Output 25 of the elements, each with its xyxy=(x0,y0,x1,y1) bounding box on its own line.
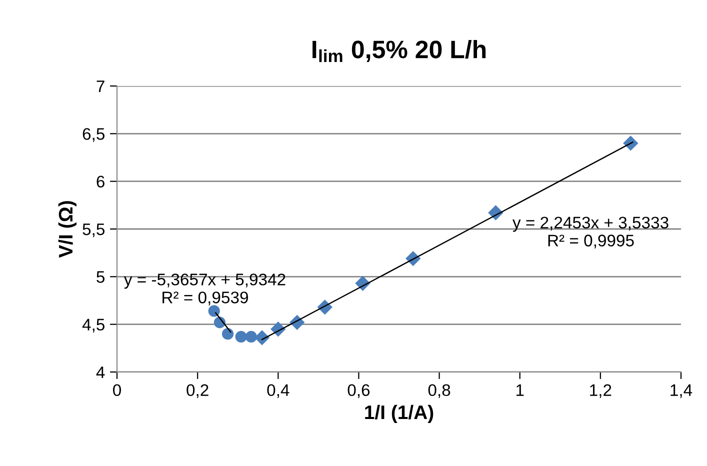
x-tick-label: 0,8 xyxy=(428,384,450,398)
x-tick-label: 0 xyxy=(113,384,121,396)
x-tick-label: 1,2 xyxy=(590,384,612,398)
y-tick-label: 5 xyxy=(96,271,104,283)
chart-title: I$_{lim}$ 0,5% 20 L/h xyxy=(312,40,486,62)
x-tick-label: 1 xyxy=(516,384,524,396)
point xyxy=(235,330,247,343)
x-tick-label: 0,6 xyxy=(348,384,370,398)
x-tick-label: 0,4 xyxy=(267,384,290,398)
point xyxy=(623,136,638,151)
point xyxy=(208,305,220,317)
annotation: y = -5,3657x + 5,9342 R² = 0,9539 xyxy=(124,274,286,306)
y-tick-label: 6,5 xyxy=(82,128,104,142)
point xyxy=(245,330,257,343)
y-tick-label: 4,5 xyxy=(82,318,104,333)
x-tick-label: 0,2 xyxy=(186,384,208,398)
point xyxy=(222,328,234,340)
annotation: y = 2,2453x + 3,5333 R² = 0,9995 xyxy=(512,216,668,248)
x-axis-title: 1/I (1/A) xyxy=(365,404,434,424)
y-axis-title: V/I (Ω) xyxy=(58,201,76,258)
y-tick-label: 4 xyxy=(96,366,105,378)
y-tick-label: 7 xyxy=(96,80,104,92)
y-tick-label: 6 xyxy=(96,176,104,188)
x-tick-label: 1,4 xyxy=(670,384,692,398)
y-tick-label: 5,5 xyxy=(82,224,104,238)
